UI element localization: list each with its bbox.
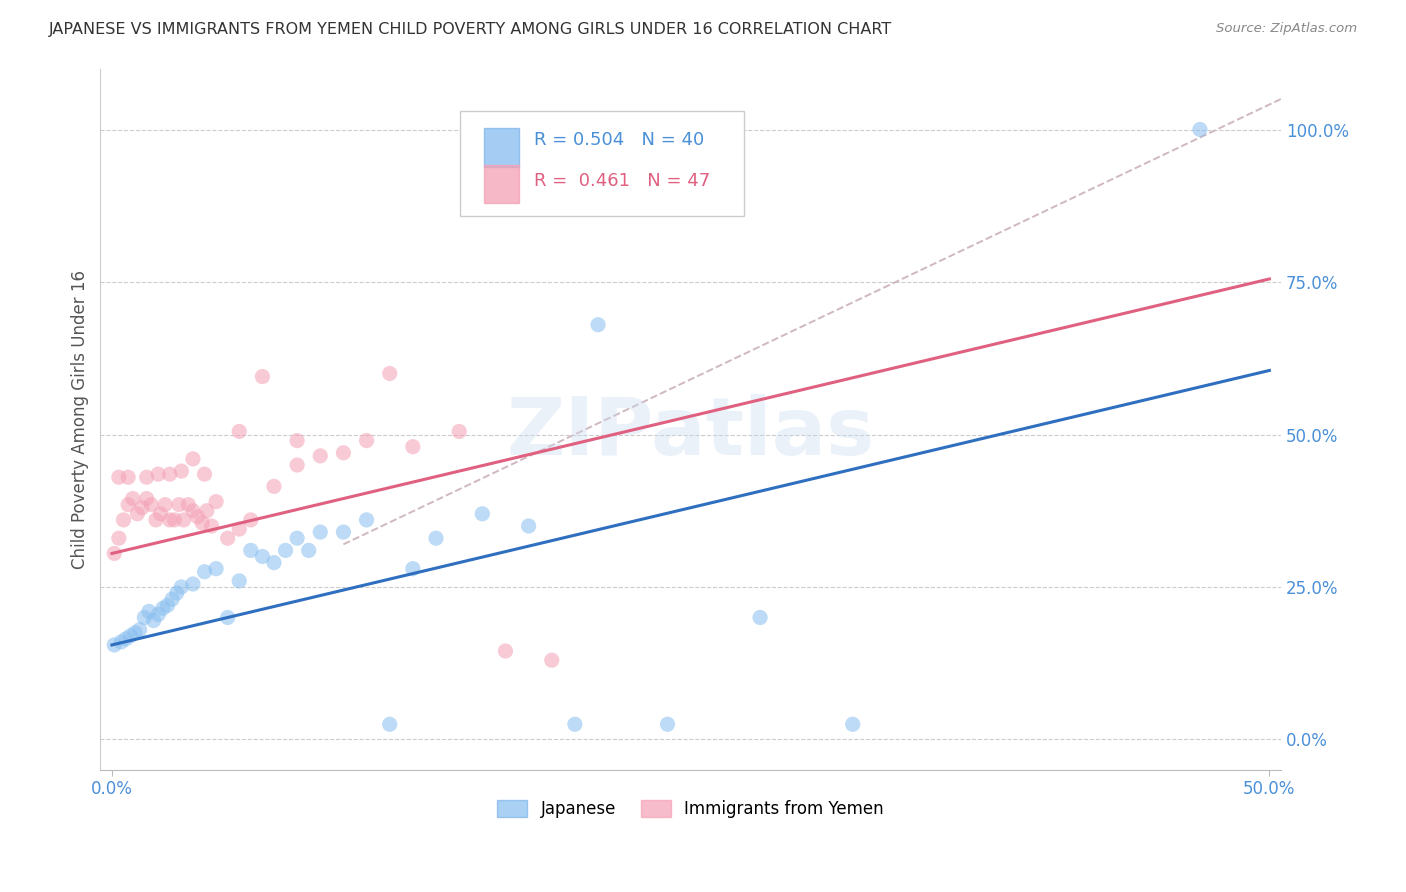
Point bbox=[193, 565, 215, 579]
Point bbox=[138, 604, 160, 618]
Point bbox=[586, 318, 609, 332]
Point bbox=[156, 599, 179, 613]
Point bbox=[309, 525, 332, 540]
Text: ZIPatlas: ZIPatlas bbox=[506, 394, 875, 472]
FancyBboxPatch shape bbox=[460, 111, 744, 216]
Point bbox=[309, 449, 332, 463]
Point bbox=[108, 531, 131, 545]
Point bbox=[127, 507, 149, 521]
Point bbox=[114, 632, 136, 646]
Point bbox=[173, 513, 195, 527]
Point bbox=[239, 543, 262, 558]
Point bbox=[274, 543, 297, 558]
Point bbox=[153, 498, 176, 512]
Point bbox=[285, 531, 308, 545]
Point bbox=[252, 369, 274, 384]
Point bbox=[517, 519, 540, 533]
Point bbox=[181, 577, 204, 591]
Point bbox=[239, 513, 262, 527]
Point bbox=[252, 549, 274, 564]
Point bbox=[285, 458, 308, 472]
Point bbox=[128, 623, 150, 637]
Point bbox=[148, 467, 170, 482]
Point bbox=[263, 556, 285, 570]
Point bbox=[205, 562, 228, 576]
Point bbox=[228, 522, 250, 536]
Point bbox=[131, 500, 153, 515]
Point bbox=[145, 513, 167, 527]
Point bbox=[148, 607, 170, 622]
Point bbox=[135, 491, 157, 506]
Point bbox=[163, 513, 186, 527]
Point bbox=[135, 470, 157, 484]
Y-axis label: Child Poverty Among Girls Under 16: Child Poverty Among Girls Under 16 bbox=[72, 269, 89, 569]
Point bbox=[108, 470, 131, 484]
Point bbox=[103, 638, 125, 652]
Point bbox=[657, 717, 679, 731]
Point bbox=[167, 498, 190, 512]
Point bbox=[187, 509, 209, 524]
Point bbox=[841, 717, 863, 731]
Point bbox=[356, 513, 378, 527]
Point bbox=[170, 464, 193, 478]
Point bbox=[749, 610, 772, 624]
Point bbox=[134, 610, 156, 624]
Point bbox=[141, 498, 163, 512]
Point bbox=[217, 610, 239, 624]
Point bbox=[195, 504, 218, 518]
Point bbox=[159, 513, 181, 527]
Point bbox=[332, 446, 354, 460]
Point bbox=[285, 434, 308, 448]
Point bbox=[332, 525, 354, 540]
Point bbox=[191, 516, 214, 530]
Point bbox=[402, 440, 425, 454]
Point bbox=[170, 580, 193, 594]
Point bbox=[378, 367, 401, 381]
Text: Source: ZipAtlas.com: Source: ZipAtlas.com bbox=[1216, 22, 1357, 36]
Point bbox=[117, 470, 139, 484]
Point bbox=[181, 504, 204, 518]
Point bbox=[378, 717, 401, 731]
Point bbox=[402, 562, 425, 576]
FancyBboxPatch shape bbox=[484, 128, 519, 167]
Point bbox=[110, 635, 132, 649]
Point bbox=[177, 498, 200, 512]
Point bbox=[564, 717, 586, 731]
Point bbox=[228, 574, 250, 588]
FancyBboxPatch shape bbox=[484, 165, 519, 203]
Point bbox=[121, 491, 143, 506]
Point bbox=[217, 531, 239, 545]
Point bbox=[471, 507, 494, 521]
Text: R = 0.504   N = 40: R = 0.504 N = 40 bbox=[534, 131, 704, 149]
Point bbox=[1188, 122, 1211, 136]
Point bbox=[449, 425, 471, 439]
Legend: Japanese, Immigrants from Yemen: Japanese, Immigrants from Yemen bbox=[491, 793, 890, 825]
Point bbox=[166, 586, 188, 600]
Point bbox=[200, 519, 222, 533]
Point bbox=[124, 625, 146, 640]
Point bbox=[540, 653, 562, 667]
Point bbox=[193, 467, 215, 482]
Point bbox=[149, 507, 172, 521]
Point bbox=[425, 531, 447, 545]
Text: R =  0.461   N = 47: R = 0.461 N = 47 bbox=[534, 172, 710, 190]
Point bbox=[228, 425, 250, 439]
Point bbox=[298, 543, 321, 558]
Point bbox=[263, 479, 285, 493]
Point bbox=[112, 513, 135, 527]
Text: JAPANESE VS IMMIGRANTS FROM YEMEN CHILD POVERTY AMONG GIRLS UNDER 16 CORRELATION: JAPANESE VS IMMIGRANTS FROM YEMEN CHILD … bbox=[49, 22, 893, 37]
Point bbox=[120, 629, 142, 643]
Point bbox=[160, 592, 183, 607]
Point bbox=[495, 644, 517, 658]
Point bbox=[117, 498, 139, 512]
Point bbox=[181, 451, 204, 466]
Point bbox=[159, 467, 181, 482]
Point bbox=[103, 546, 125, 560]
Point bbox=[142, 614, 165, 628]
Point bbox=[152, 601, 174, 615]
Point bbox=[205, 494, 228, 508]
Point bbox=[356, 434, 378, 448]
